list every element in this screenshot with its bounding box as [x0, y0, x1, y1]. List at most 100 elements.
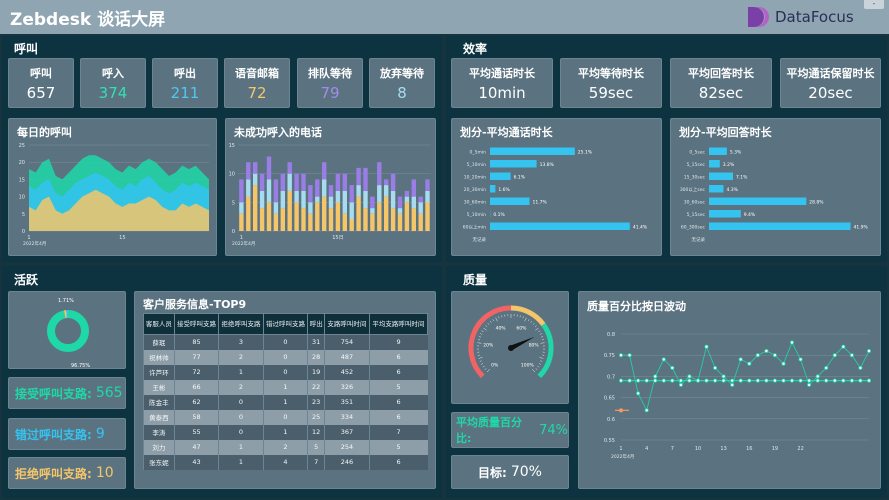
bar-segment	[294, 173, 299, 191]
table-cell: 7	[307, 454, 325, 470]
data-point	[755, 353, 760, 358]
table-cell: 62	[173, 394, 219, 410]
bar-segment	[239, 202, 244, 214]
call-kpi-label: 排队等待	[308, 67, 352, 80]
gauge-tick	[522, 316, 524, 319]
category-label: 30_60min	[464, 199, 486, 205]
table-cell: 0	[218, 424, 264, 440]
data-point	[747, 378, 752, 383]
data-point	[832, 378, 837, 383]
table-cell: 23	[307, 394, 325, 410]
bar-segment	[308, 185, 313, 203]
bar-segment	[349, 202, 354, 220]
data-point	[730, 382, 735, 387]
bar-segment	[342, 173, 347, 191]
call-kpi-card: 呼出 211	[152, 58, 218, 108]
bar-segment	[246, 196, 251, 231]
gauge-tick-label: 60%	[516, 326, 527, 332]
call-kpi-label: 呼入	[102, 67, 124, 80]
table-cell: 487	[324, 349, 370, 365]
table-header-cell: 接受呼叫支路	[173, 313, 220, 335]
bar-segment	[280, 208, 285, 231]
active-stat-card: 错过呼叫支路: 9	[8, 418, 126, 450]
table-cell: 许芦环	[143, 364, 175, 380]
table-cell: 2	[218, 349, 264, 365]
gauge-tick	[492, 319, 495, 322]
y-tick-label: 0	[22, 229, 25, 235]
efficiency-kpi-label: 平均回答时长	[688, 67, 754, 80]
y-tick-label: 15	[19, 177, 25, 183]
y-tick-label: 0.55	[604, 438, 615, 444]
data-point	[661, 357, 666, 362]
data-point	[696, 378, 701, 383]
efficiency-kpi-value: 82sec	[698, 84, 744, 102]
gauge-tick	[478, 339, 481, 341]
data-point	[781, 361, 786, 366]
table-cell: 2	[218, 379, 264, 395]
bar-segment	[370, 196, 375, 209]
gauge-tick	[481, 330, 484, 332]
active-stat-label: 接受呼叫支路:	[15, 386, 92, 401]
y-tick-label: 25	[19, 143, 25, 149]
bar-segment	[239, 179, 244, 203]
data-point	[755, 378, 760, 383]
bar-segment	[266, 156, 272, 180]
efficiency-kpi-label: 平均等待时长	[578, 67, 644, 80]
gauge-tick	[540, 342, 545, 344]
gauge-tick-label: 100%	[521, 362, 535, 368]
call-kpi-card: 语音邮箱 72	[224, 58, 290, 108]
minimize-button[interactable]: -	[864, 0, 884, 9]
data-point	[798, 357, 803, 362]
bar	[709, 172, 733, 180]
answer-duration-dist-title: 划分-平均回答时长	[679, 126, 772, 139]
bar-segment	[356, 185, 361, 197]
bar-segment	[335, 190, 341, 203]
table-cell: 刘力	[143, 439, 175, 455]
gauge-tick	[487, 323, 490, 325]
gauge-tick	[482, 365, 485, 368]
table-cell: 0	[262, 334, 308, 350]
gauge-tick	[535, 368, 538, 370]
data-point	[764, 349, 769, 354]
service-table-title: 客户服务信息-TOP9	[143, 298, 247, 311]
bar-segment	[349, 185, 354, 203]
gauge-tick	[527, 319, 530, 322]
data-label: 3.2%	[723, 162, 735, 168]
table-cell: 5	[307, 439, 325, 455]
gauge-tick	[535, 327, 539, 331]
data-point	[636, 378, 641, 383]
quality-gauge-chart: 0% 20% 40% 60% 80% 100%	[468, 305, 554, 379]
data-label: 1.6%	[498, 187, 510, 193]
data-label: 28.8%	[809, 199, 824, 205]
table-cell: 张东妮	[143, 454, 175, 470]
daily-calls-chart: 0 5 10 15 20 25 1 15 2022年4月	[19, 143, 209, 247]
bar	[490, 197, 530, 205]
table-cell: 0	[218, 409, 264, 425]
table-header-row: 客服人员 接受呼叫支路 拒绝呼叫支路 错过呼叫支路 呼出 支路呼叫时间 平均支路呼叫时间	[143, 313, 429, 335]
call-kpi-label: 呼出	[174, 67, 196, 80]
data-point	[772, 378, 777, 383]
call-kpi-label: 呼叫	[30, 67, 52, 80]
bar-segment	[384, 185, 389, 197]
data-point	[713, 365, 718, 370]
bar-segment	[287, 173, 292, 191]
bar-segment	[370, 208, 375, 214]
bar-segment	[328, 208, 334, 231]
bar-segment	[397, 196, 403, 209]
table-cell: 7	[368, 424, 428, 440]
talk-duration-dist-panel: 划分-平均通话时长 0_5min 25.1% 5_10min 13.8% 10_20mi…	[451, 118, 662, 256]
gauge-tick	[519, 315, 521, 318]
quality-section-title: 质量	[463, 273, 488, 287]
call-kpi-value: 72	[247, 84, 267, 102]
bar-segment	[273, 213, 279, 231]
gauge-tick	[540, 360, 543, 362]
data-point	[627, 378, 632, 383]
bar-segment	[294, 190, 299, 203]
data-point	[841, 344, 846, 349]
category-label: 15_30sec	[684, 174, 706, 180]
efficiency-kpi-value: 20sec	[808, 84, 853, 102]
category-label: 5_10min	[467, 212, 486, 218]
active-donut-panel: 1.71% 96.75%	[8, 291, 126, 369]
efficiency-kpi-value: 10min	[478, 84, 526, 102]
bar-segment	[294, 202, 299, 231]
